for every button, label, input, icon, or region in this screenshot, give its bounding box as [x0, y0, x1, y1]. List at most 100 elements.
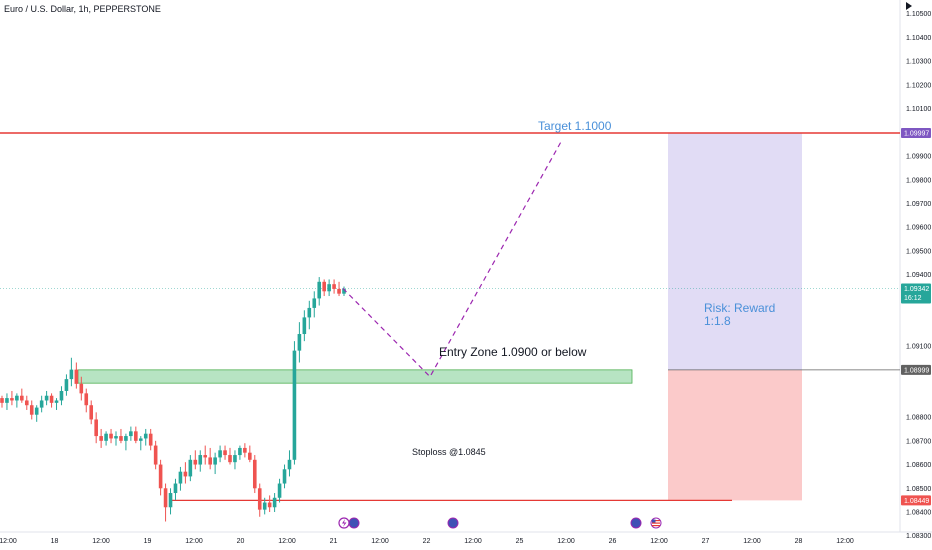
- candle: [168, 488, 173, 515]
- event-dot-icon[interactable]: [447, 517, 459, 529]
- candle: [104, 431, 108, 446]
- time-tick-label: 27: [702, 538, 710, 545]
- price-tick-label: 1.08600: [906, 462, 931, 469]
- candle: [84, 388, 89, 413]
- candle: [342, 286, 346, 297]
- price-tick-label: 1.09900: [906, 154, 931, 161]
- candle: [0, 395, 4, 408]
- candle: [223, 445, 227, 460]
- entry-price-badge: 1.08999: [901, 364, 931, 375]
- time-tick-label: 25: [516, 538, 524, 545]
- candle: [153, 440, 158, 470]
- time-tick-label: 19: [144, 538, 152, 545]
- target-price-badge: 1.09997: [901, 128, 931, 138]
- countdown-label: 16:12: [904, 295, 922, 302]
- event-dot-icon[interactable]: [630, 517, 642, 529]
- projected-path[interactable]: [342, 139, 563, 378]
- candle: [322, 279, 326, 297]
- event-dot-icon[interactable]: [348, 517, 360, 529]
- stoploss-annotation: Stoploss @1.0845: [412, 447, 486, 457]
- time-tick-label: 12:00: [92, 538, 110, 545]
- candle: [59, 386, 64, 406]
- candle: [203, 445, 208, 465]
- candle: [114, 431, 118, 446]
- risk-zone[interactable]: [668, 369, 802, 501]
- price-tick-label: 1.10200: [906, 82, 931, 89]
- candle: [218, 445, 222, 463]
- candle: [64, 374, 69, 396]
- candle: [317, 277, 322, 306]
- candle: [292, 341, 297, 465]
- time-tick-label: 26: [609, 538, 617, 545]
- candle: [49, 393, 54, 408]
- reward-zone[interactable]: [668, 133, 802, 370]
- candle: [183, 462, 188, 484]
- candle: [99, 428, 103, 448]
- us-flag-icon[interactable]: [650, 517, 662, 529]
- scale-menu-icon[interactable]: [906, 2, 912, 10]
- time-tick-label: 12:00: [650, 538, 668, 545]
- candles: [0, 277, 346, 522]
- candle: [5, 393, 9, 410]
- candle: [124, 433, 128, 451]
- entry-zone-box[interactable]: [77, 369, 633, 384]
- candle: [158, 459, 163, 496]
- candle: [119, 428, 123, 444]
- candle: [34, 405, 39, 422]
- candle: [248, 445, 252, 463]
- time-tick-label: 12:00: [464, 538, 482, 545]
- risk-reward-ratio: 1:1.8: [704, 314, 731, 328]
- candle: [10, 390, 14, 406]
- price-tick-label: 1.08400: [906, 510, 931, 517]
- candle: [252, 455, 257, 494]
- candle: [24, 395, 29, 410]
- candle: [138, 436, 143, 451]
- candle: [89, 400, 94, 425]
- price-tick-label: 1.09800: [906, 177, 931, 184]
- candle: [208, 447, 212, 470]
- risk-reward-label: Risk: Reward: [704, 301, 775, 315]
- candle: [134, 426, 138, 444]
- candle: [129, 426, 133, 441]
- price-tick-label: 1.09600: [906, 225, 931, 232]
- price-tick-label: 1.10100: [906, 106, 931, 113]
- time-tick-label: 21: [330, 538, 338, 545]
- candle: [94, 412, 98, 444]
- stop-price-label: 1.08449: [904, 498, 929, 505]
- candle: [332, 279, 336, 294]
- candle: [287, 450, 292, 477]
- candle: [282, 464, 287, 489]
- price-tick-label: 1.08500: [906, 486, 931, 493]
- candle: [262, 497, 267, 515]
- candle: [267, 495, 272, 513]
- time-tick-label: 12:00: [371, 538, 389, 545]
- price-tick-label: 1.09100: [906, 343, 931, 350]
- candle: [337, 281, 341, 297]
- entry-price-label: 1.08999: [904, 367, 929, 374]
- event-markers[interactable]: [338, 517, 662, 529]
- price-axis: 1.106001.105001.104001.103001.102001.101…: [906, 11, 931, 540]
- price-tick-label: 1.10300: [906, 59, 931, 66]
- candle: [163, 483, 168, 522]
- candle: [297, 322, 302, 363]
- price-tick-label: 1.09400: [906, 272, 931, 279]
- candle: [54, 398, 59, 410]
- candle: [69, 357, 74, 387]
- chart-title: Euro / U.S. Dollar, 1h, PEPPERSTONE: [4, 4, 161, 14]
- price-tick-label: 1.10500: [906, 11, 931, 18]
- candle: [20, 388, 24, 403]
- lightning-icon[interactable]: [338, 517, 350, 529]
- time-tick-label: 12:00: [0, 538, 17, 545]
- candle: [312, 291, 317, 318]
- time-tick-label: 12:00: [557, 538, 575, 545]
- candle: [15, 393, 19, 408]
- candle: [148, 428, 153, 451]
- target-price-label: 1.09997: [904, 131, 929, 138]
- candle: [327, 279, 331, 297]
- target-annotation: Target 1.1000: [538, 119, 612, 133]
- time-tick-label: 22: [423, 538, 431, 545]
- candle: [213, 452, 217, 475]
- candle: [178, 466, 183, 491]
- candle: [39, 395, 44, 413]
